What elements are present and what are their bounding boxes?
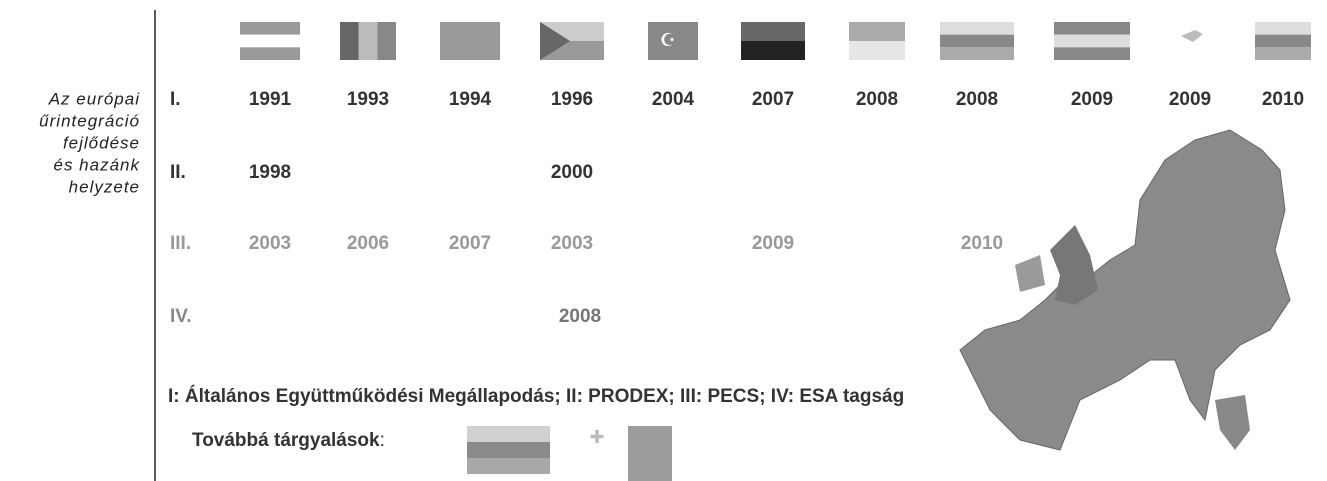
year: 2010 xyxy=(961,233,1003,254)
year: 1994 xyxy=(449,89,492,110)
flag: ☪ xyxy=(660,30,676,50)
year: 2008 xyxy=(856,89,898,110)
row-label: IV. xyxy=(170,306,192,327)
flag xyxy=(377,22,396,60)
flag xyxy=(1255,34,1311,48)
flag xyxy=(1255,22,1311,35)
flag xyxy=(240,22,300,35)
year: 1991 xyxy=(249,89,292,110)
flag xyxy=(340,22,359,60)
flag xyxy=(1054,22,1130,35)
year: 2007 xyxy=(752,89,794,110)
year: 1993 xyxy=(347,89,389,110)
side-caption: helyzete xyxy=(69,177,140,196)
europe-map xyxy=(959,129,1291,451)
year: 2003 xyxy=(249,233,291,254)
talk-flag-2 xyxy=(628,426,672,481)
flag xyxy=(1054,47,1130,60)
year: 2008 xyxy=(956,89,998,110)
flag xyxy=(358,22,378,60)
year: 2009 xyxy=(1169,89,1211,110)
flag xyxy=(940,47,1014,60)
row-label: II. xyxy=(170,162,186,183)
britain xyxy=(1050,225,1098,305)
flag xyxy=(741,22,805,41)
year: 2000 xyxy=(551,162,593,183)
year: 2009 xyxy=(752,233,794,254)
flag xyxy=(940,34,1014,48)
year: 2007 xyxy=(449,233,491,254)
flag xyxy=(240,47,300,60)
talk-flag-1 xyxy=(467,426,550,442)
talk-flag-1 xyxy=(467,442,550,458)
flag xyxy=(741,41,805,60)
year: 1998 xyxy=(249,162,291,183)
year: 2010 xyxy=(1262,89,1304,110)
flag xyxy=(648,22,698,60)
talk-flag-1 xyxy=(467,458,550,474)
year: 2009 xyxy=(1071,89,1113,110)
flag xyxy=(1255,47,1311,60)
flag xyxy=(1054,34,1130,48)
year: 2003 xyxy=(551,233,593,254)
ireland xyxy=(1015,255,1045,292)
side-caption: és hazánk xyxy=(54,155,141,174)
flag xyxy=(1181,30,1203,42)
flag xyxy=(440,22,500,60)
flag xyxy=(540,22,570,60)
cross: ✚ xyxy=(589,427,604,447)
row-label: I. xyxy=(170,89,181,110)
side-caption: Az európai xyxy=(48,89,140,108)
year: 1996 xyxy=(551,89,593,110)
flag xyxy=(240,34,300,48)
legend: I: Általános Együttműködési Megállapodás… xyxy=(168,385,904,407)
year: 2004 xyxy=(652,89,695,110)
further-colon: : xyxy=(380,430,385,451)
further-text: Továbbá tárgyalások xyxy=(192,430,380,451)
row-label: III. xyxy=(170,233,191,254)
greece xyxy=(1215,395,1250,450)
side-caption: űrintegráció xyxy=(39,111,140,130)
flag xyxy=(849,22,905,41)
side-caption: fejlődése xyxy=(63,133,140,152)
flag xyxy=(940,22,1014,35)
year: 2008 xyxy=(559,306,601,327)
flag xyxy=(849,41,905,60)
year: 2006 xyxy=(347,233,389,254)
further: Továbbá tárgyalások: xyxy=(192,430,385,451)
